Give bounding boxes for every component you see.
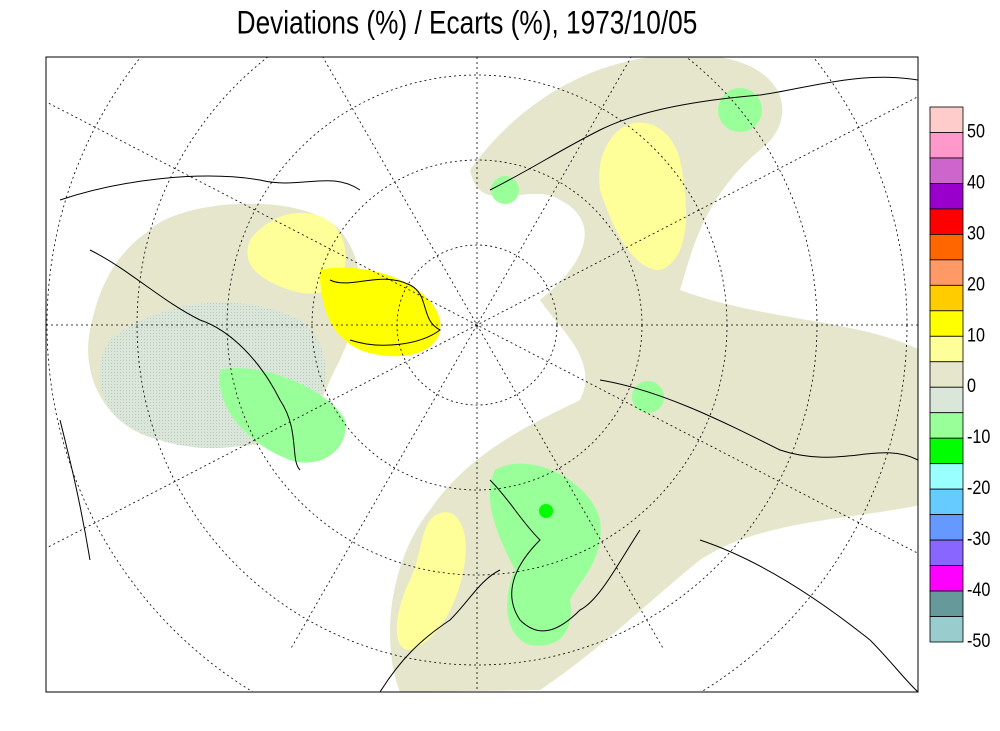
title: Deviations (%) / Ecarts (%), 1973/10/05 xyxy=(237,6,698,41)
region-minus-10 xyxy=(718,88,762,132)
legend-swatch xyxy=(929,310,964,337)
legend-swatch xyxy=(929,233,964,261)
legend-tick-label: -40 xyxy=(967,579,991,601)
region-minus-10 xyxy=(219,368,346,463)
region-5 xyxy=(396,512,466,650)
legend-swatch xyxy=(929,208,964,235)
legend-swatch xyxy=(929,132,964,159)
legend-swatch xyxy=(929,463,964,490)
legend-tick-label: 40 xyxy=(967,171,985,193)
legend-tick-label: 50 xyxy=(967,120,985,142)
region-minus-10 xyxy=(491,176,519,204)
legend-swatch xyxy=(929,259,964,286)
legend-swatch xyxy=(929,157,964,184)
legend-swatch xyxy=(929,361,964,388)
legend-tick-label: 0 xyxy=(967,375,976,397)
legend-tick-label: -20 xyxy=(967,477,991,499)
region-minus-15 xyxy=(539,504,553,518)
legend-swatch xyxy=(929,616,964,643)
legend-tick-label: -30 xyxy=(967,528,991,550)
legend-swatch xyxy=(929,412,964,439)
legend-tick-label: -10 xyxy=(967,426,991,448)
region-10 xyxy=(320,267,441,357)
legend-swatch xyxy=(929,514,964,541)
coastlines xyxy=(59,76,918,692)
legend-tick-label: 30 xyxy=(967,222,985,244)
map-frame xyxy=(45,56,919,693)
legend-swatch xyxy=(929,539,964,566)
legend-swatch xyxy=(929,284,964,312)
region-minus-10 xyxy=(632,381,664,413)
region-minus-10 xyxy=(489,463,601,646)
legend-swatch xyxy=(929,106,964,133)
legend-swatch xyxy=(929,590,964,617)
legend-swatch xyxy=(929,183,964,210)
legend-tick-label: 20 xyxy=(967,273,985,295)
legend-swatch xyxy=(929,565,964,592)
legend-tick-label: 10 xyxy=(967,324,985,346)
legend-swatch xyxy=(929,488,964,516)
legend-swatch xyxy=(929,386,964,414)
legend-swatch xyxy=(929,335,964,363)
region-5 xyxy=(599,122,686,270)
graticule xyxy=(46,57,918,692)
legend-tick-label: -50 xyxy=(967,630,991,652)
map xyxy=(46,57,918,692)
legend-swatch xyxy=(929,437,964,465)
legend: 50 40 30 20 10 0 -10 -20 -30 -40 -50 xyxy=(929,106,991,652)
